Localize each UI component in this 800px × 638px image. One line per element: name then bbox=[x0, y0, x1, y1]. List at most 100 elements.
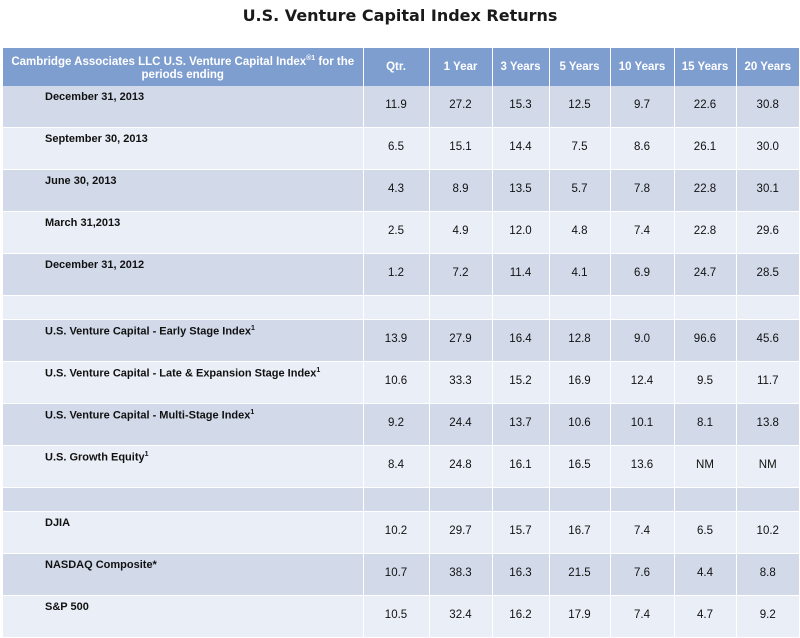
spacer-cell bbox=[610, 295, 675, 320]
table-cell: 26.1 bbox=[674, 127, 737, 170]
spacer-cell bbox=[610, 487, 675, 512]
table-cell: 16.5 bbox=[549, 445, 611, 488]
row-label-text: U.S. Venture Capital - Multi-Stage Index bbox=[45, 409, 251, 422]
table-cell: 33.3 bbox=[429, 361, 493, 404]
row-label: S&P 500 bbox=[3, 595, 364, 638]
table-cell: 8.6 bbox=[610, 127, 675, 170]
table-row: December 31, 2013 11.9 27.2 15.3 12.5 9.7 22.6… bbox=[3, 86, 799, 128]
table-cell: 8.9 bbox=[429, 169, 493, 212]
table-cell: 6.5 bbox=[363, 127, 430, 170]
footnote-marker: 1 bbox=[316, 367, 321, 374]
table-cell: 12.4 bbox=[610, 361, 675, 404]
header-label: Cambridge Associates LLC U.S. Venture Ca… bbox=[3, 48, 364, 86]
table-cell: 16.3 bbox=[492, 553, 550, 596]
row-label-text: March 31,2013 bbox=[45, 217, 121, 229]
header-label-tail: for the periods ending bbox=[141, 55, 355, 82]
table-cell: 22.8 bbox=[674, 211, 737, 254]
spacer-cell bbox=[674, 295, 737, 320]
header-10-years: 10 Years bbox=[610, 48, 675, 86]
table-row: June 30, 2013 4.3 8.9 13.5 5.7 7.8 22.8 30.1 bbox=[3, 169, 799, 212]
table-cell: 11.4 bbox=[492, 253, 550, 296]
table-cell: 32.4 bbox=[429, 595, 493, 638]
spacer-row bbox=[3, 487, 799, 512]
table-row: December 31, 2012 1.2 7.2 11.4 4.1 6.9 24.7 28.… bbox=[3, 253, 799, 296]
spacer-cell bbox=[549, 487, 611, 512]
table-cell: 27.9 bbox=[429, 319, 493, 362]
table-cell: 96.6 bbox=[674, 319, 737, 362]
returns-table: Cambridge Associates LLC U.S. Venture Ca… bbox=[3, 48, 799, 638]
table-cell: 9.7 bbox=[610, 86, 675, 128]
table-cell: 7.4 bbox=[610, 511, 675, 554]
table-cell: 10.7 bbox=[363, 553, 430, 596]
table-cell: 5.7 bbox=[549, 169, 611, 212]
row-label-text: NASDAQ Composite* bbox=[45, 559, 157, 571]
table-cell: 10.6 bbox=[549, 403, 611, 446]
table-cell: 11.9 bbox=[363, 86, 430, 128]
header-20-years: 20 Years bbox=[736, 48, 799, 86]
row-label-text: December 31, 2012 bbox=[45, 259, 145, 271]
row-label: DJIA bbox=[3, 511, 364, 554]
table-cell: 11.7 bbox=[736, 361, 799, 404]
row-label: September 30, 2013 bbox=[3, 127, 364, 170]
table-cell: 8.8 bbox=[736, 553, 799, 596]
table-cell: 9.2 bbox=[363, 403, 430, 446]
table-row: September 30, 2013 6.5 15.1 14.4 7.5 8.6 26.1 3… bbox=[3, 127, 799, 170]
table-cell: 4.4 bbox=[674, 553, 737, 596]
table-cell: 7.4 bbox=[610, 595, 675, 638]
row-label: December 31, 2012 bbox=[3, 253, 364, 296]
table-cell: 7.5 bbox=[549, 127, 611, 170]
table-row: DJIA 10.2 29.7 15.7 16.7 7.4 6.5 10.2 bbox=[3, 511, 799, 554]
header-1-year: 1 Year bbox=[429, 48, 493, 86]
table-cell: 4.8 bbox=[549, 211, 611, 254]
table-cell: 24.7 bbox=[674, 253, 737, 296]
row-label: December 31, 2013 bbox=[3, 86, 364, 128]
row-label: June 30, 2013 bbox=[3, 169, 364, 212]
header-label-main: Cambridge Associates LLC U.S. Venture Ca… bbox=[11, 55, 307, 68]
header-row: Cambridge Associates LLC U.S. Venture Ca… bbox=[3, 48, 799, 86]
table-cell: 10.6 bbox=[363, 361, 430, 404]
table-row: U.S. Venture Capital - Early Stage Index… bbox=[3, 319, 799, 362]
table-row: U.S. Venture Capital - Multi-Stage Index… bbox=[3, 403, 799, 446]
table-cell: 24.8 bbox=[429, 445, 493, 488]
table-cell: 10.5 bbox=[363, 595, 430, 638]
spacer-cell bbox=[736, 295, 799, 320]
table-cell: 13.7 bbox=[492, 403, 550, 446]
table-cell: 6.5 bbox=[674, 511, 737, 554]
table-row: S&P 500 10.5 32.4 16.2 17.9 7.4 4.7 9.2 bbox=[3, 595, 799, 638]
spacer-cell bbox=[363, 295, 430, 320]
row-label: NASDAQ Composite* bbox=[3, 553, 364, 596]
table-cell: 16.1 bbox=[492, 445, 550, 488]
header-15-years: 15 Years bbox=[674, 48, 737, 86]
table-cell: 15.1 bbox=[429, 127, 493, 170]
row-label: U.S. Venture Capital - Early Stage Index… bbox=[3, 319, 364, 362]
row-label: U.S. Venture Capital - Multi-Stage Index… bbox=[3, 403, 364, 446]
table-cell: 13.9 bbox=[363, 319, 430, 362]
table-cell: 9.0 bbox=[610, 319, 675, 362]
row-label-text: S&P 500 bbox=[45, 601, 89, 613]
spacer-cell bbox=[3, 295, 364, 320]
spacer-cell bbox=[429, 295, 493, 320]
row-label-text: September 30, 2013 bbox=[45, 133, 148, 145]
page-title: U.S. Venture Capital Index Returns bbox=[242, 6, 558, 25]
header-qtr: Qtr. bbox=[363, 48, 430, 86]
footnote-marker: 1 bbox=[250, 409, 255, 416]
row-label-text: DJIA bbox=[45, 517, 71, 529]
spacer-cell bbox=[674, 487, 737, 512]
table-cell: 15.3 bbox=[492, 86, 550, 128]
header-3-years: 3 Years bbox=[492, 48, 550, 86]
row-label-text: U.S. Venture Capital - Late & Expansion … bbox=[45, 367, 317, 380]
table-cell: 24.4 bbox=[429, 403, 493, 446]
table-cell: 2.5 bbox=[363, 211, 430, 254]
header-label-sup: ®1 bbox=[306, 54, 316, 62]
table-cell: 12.8 bbox=[549, 319, 611, 362]
table-cell: 29.6 bbox=[736, 211, 799, 254]
table-cell: 15.7 bbox=[492, 511, 550, 554]
spacer-cell bbox=[492, 295, 550, 320]
table-cell: 7.2 bbox=[429, 253, 493, 296]
table-cell: 30.0 bbox=[736, 127, 799, 170]
table-cell: 4.3 bbox=[363, 169, 430, 212]
table-cell: 10.2 bbox=[736, 511, 799, 554]
table-cell: 1.2 bbox=[363, 253, 430, 296]
table-cell: 9.2 bbox=[736, 595, 799, 638]
footnote-marker: 1 bbox=[144, 451, 149, 458]
